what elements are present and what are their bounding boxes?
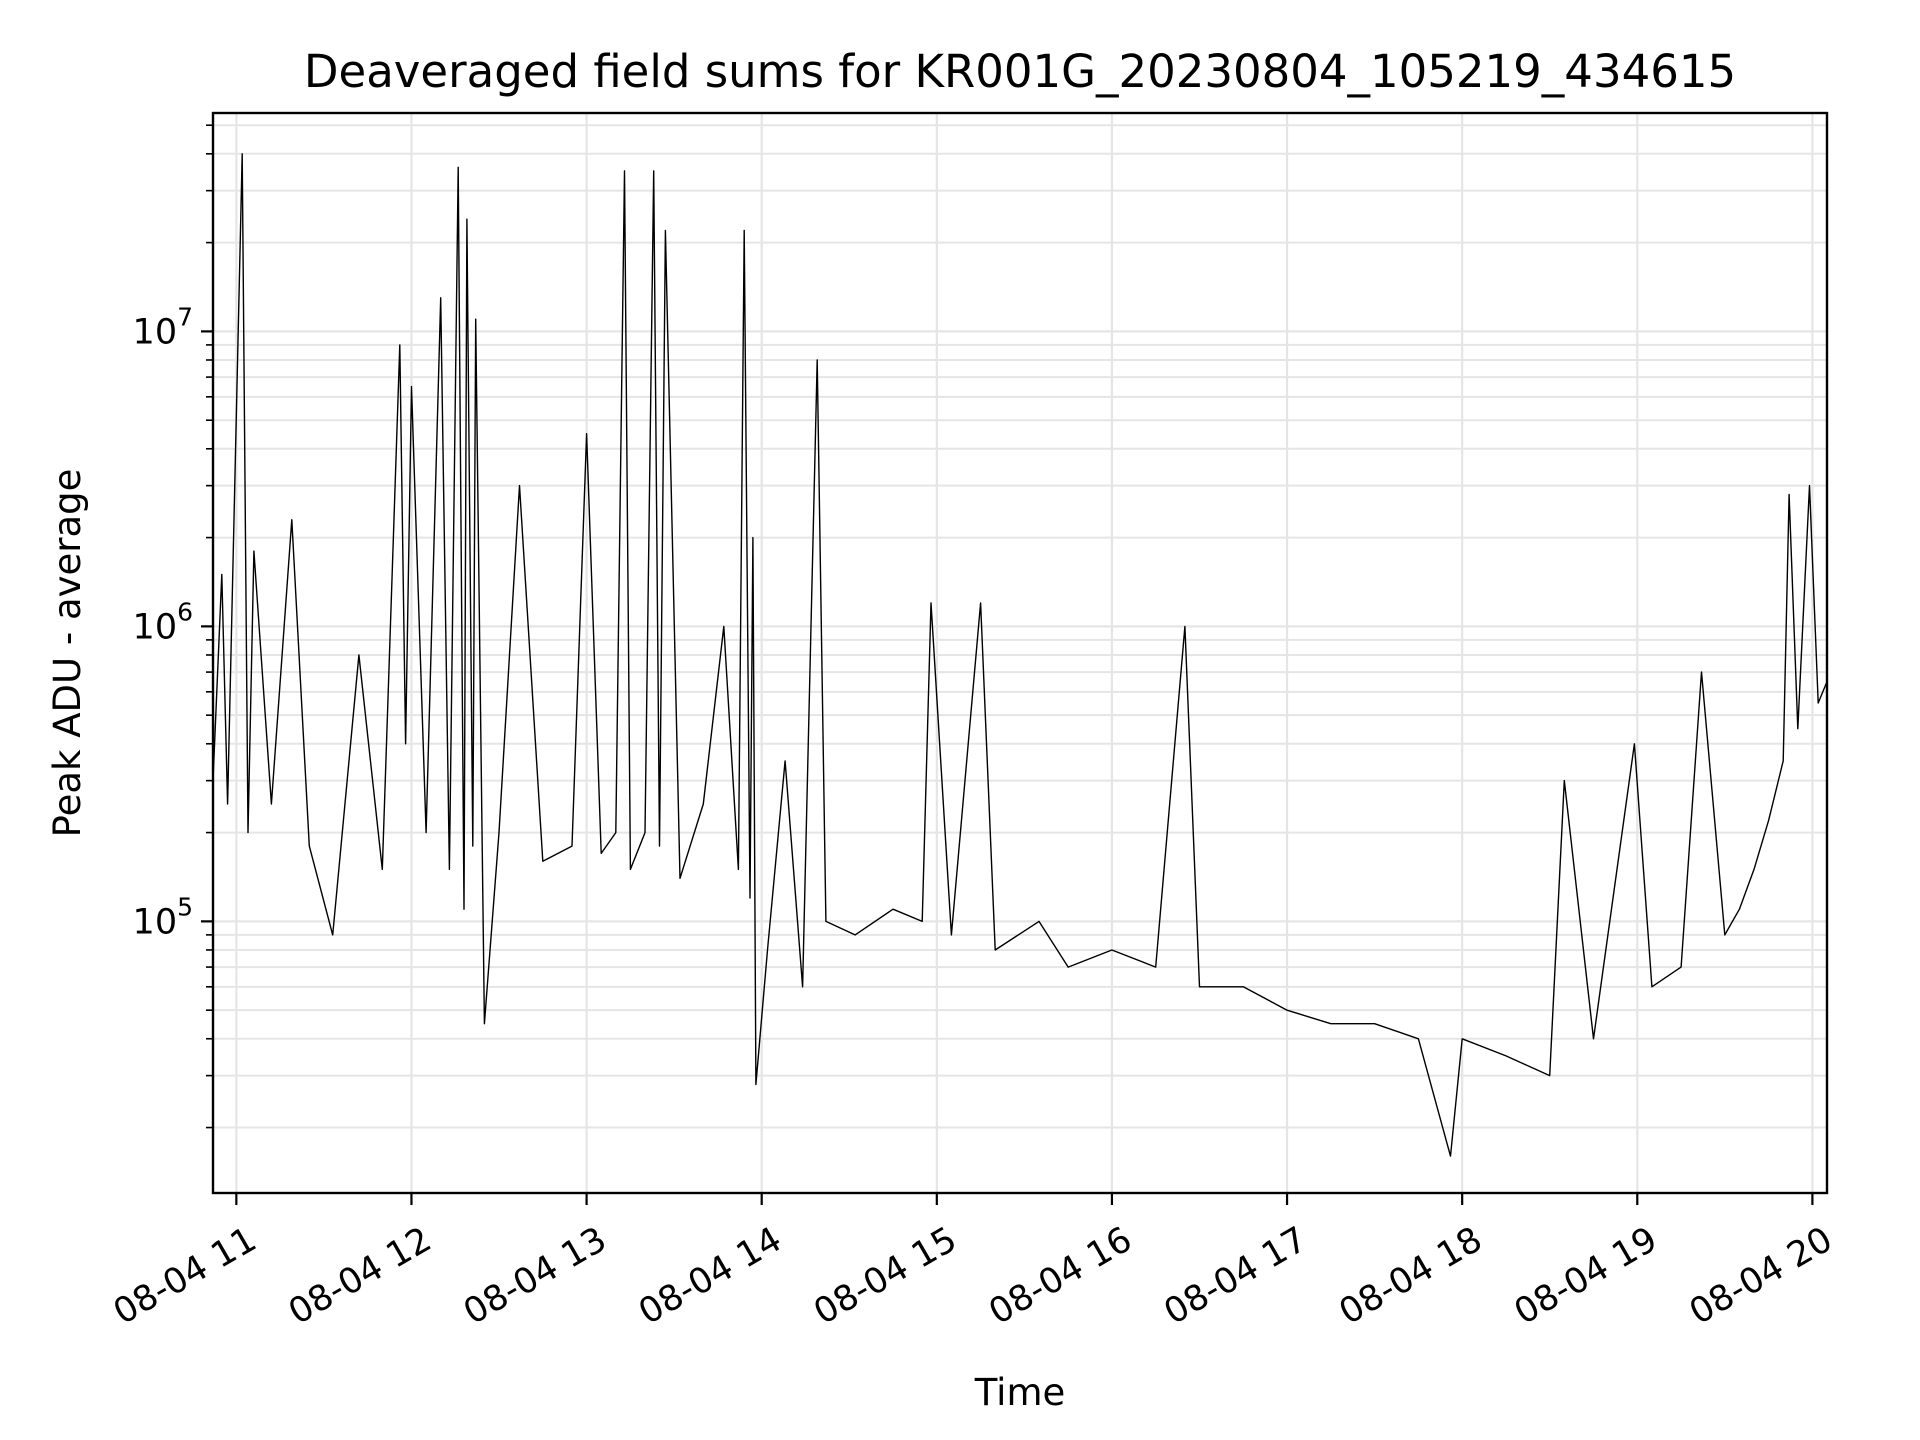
data-series-line <box>212 153 1828 1157</box>
y-tick-label: 107 <box>133 302 193 352</box>
y-tick-label: 106 <box>133 597 193 647</box>
y-tick-label: 105 <box>133 892 193 942</box>
y-axis-label: Peak ADU - average <box>46 469 89 838</box>
x-axis-label: Time <box>974 1371 1066 1414</box>
grid-lines <box>213 113 1827 1193</box>
chart-title: Deaveraged field sums for KR001G_2023080… <box>304 45 1736 98</box>
plot-frame <box>211 111 1829 1195</box>
